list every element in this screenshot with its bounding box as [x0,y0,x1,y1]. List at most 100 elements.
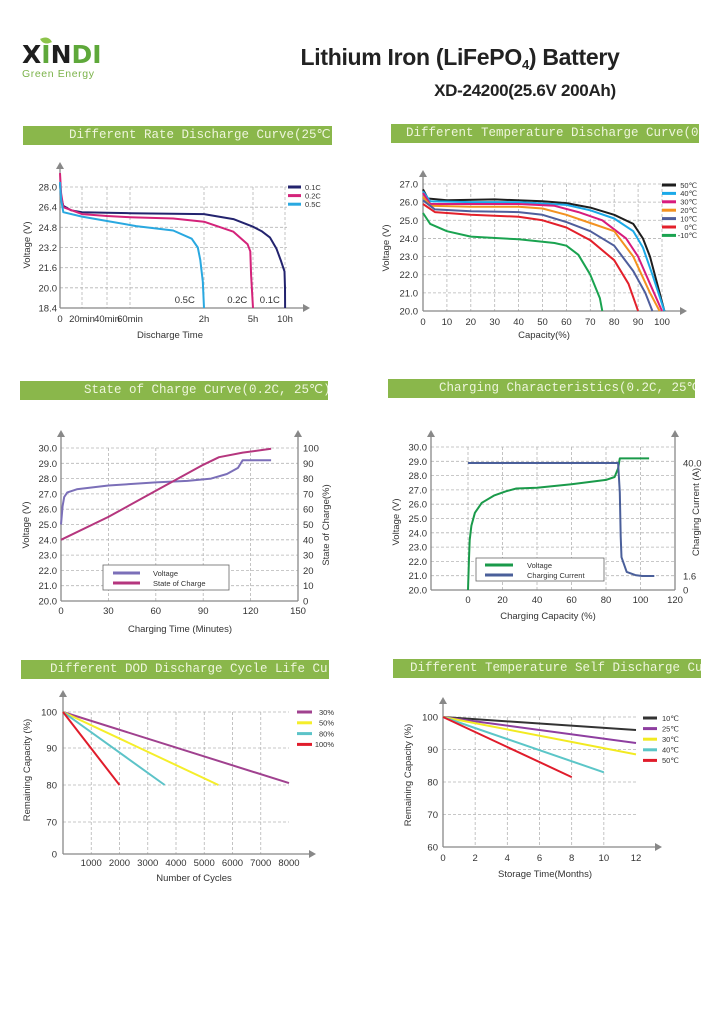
x-tick-label: 10h [277,314,293,325]
logo-tagline: Green Energy [22,68,95,80]
x-tick-label: 4000 [165,858,186,869]
y-tick-label: 25.0 [409,514,428,525]
legend: 0.1C0.2C0.5C [288,183,321,209]
y-tick-label: 28.0 [409,471,428,482]
chart-2: 0 30 60 90 120 150 20.0 21.0 22.0 23.0 24.0 25.0 26.… [21,430,332,635]
y-tick-label: 21.0 [39,581,58,592]
series-line-0.5c [59,181,205,309]
section-header-dod-cycle-life: Different DOD Discharge Cycle Life Curve [21,660,329,679]
x-tick-label: 20min [69,314,95,325]
x-tick-label: 60 [151,606,162,617]
section-header-charging-characteristics: Charging Characteristics(0.2C, 25℃) [388,379,695,398]
y2-tick-label: 80 [303,474,314,485]
x-tick-label: 2h [199,314,210,325]
y-tick-label: 24.0 [39,535,58,546]
x-tick-label: 2000 [109,858,130,869]
y-tick-label: 80 [427,778,438,789]
y-tick-label: 22.0 [400,270,419,281]
y-axis-label: Voltage (V) [381,225,392,272]
section-header-self-discharge: Different Temperature Self Discharge Cur… [393,659,701,678]
legend-label: 0.5C [305,200,321,209]
x-tick-label: 120 [667,595,683,606]
x-axis-label: Charging Capacity (%) [500,611,596,622]
y-tick-label: 20.0 [39,597,58,608]
y-tick-label: 27.0 [409,485,428,496]
y-tick-label: 26.0 [39,505,58,516]
legend-label: 80% [319,729,334,738]
x-tick-label: 0 [440,853,445,864]
y-tick-label: 22.0 [409,557,428,568]
page-title: Lithium Iron (LiFePO4) Battery [270,44,650,71]
series-line-100- [62,711,121,786]
x-tick-label: 12 [631,853,642,864]
y2-tick-label: 70 [303,489,314,500]
y-tick-label: 30.0 [39,444,58,455]
y-tick-label: 28.0 [39,183,58,194]
y2-tick-label: 60 [303,505,314,516]
x-axis-label: Charging Time (Minutes) [128,624,232,635]
y2-tick-label: 40.0 [683,459,702,470]
y-axis-label: Voltage (V) [391,499,402,546]
legend-label: 20℃ [680,206,697,215]
legend-label: 50℃ [680,181,697,190]
series-line-state-of-charge [60,447,272,541]
legend-label: 30℃ [662,735,679,744]
series-line-voltage [467,457,650,591]
x-axis-label: Number of Cycles [156,873,232,884]
legend: 50℃40℃30℃20℃10℃0℃-10℃ [662,181,698,240]
legend-label: Voltage [527,561,552,570]
y-axis-label: Remaining Capacity (%) [22,719,33,821]
y-tick-label: 20.0 [39,283,58,294]
y-tick-label: 70 [427,810,438,821]
x-tick-label: 4 [505,853,510,864]
y-tick-label: 27.0 [39,489,58,500]
series-line-30- [442,716,637,756]
y-axis-arrow-icon [57,430,65,437]
legend-label: 10℃ [680,214,697,223]
y-tick-label: 25.0 [400,216,419,227]
y-tick-label: 0 [52,850,57,861]
x-tick-label: 10 [599,853,610,864]
y2-tick-label: 30 [303,551,314,562]
y-tick-label: 80 [46,781,57,792]
y2-tick-label: 1.6 [683,572,696,583]
x-tick-label: 50 [537,317,548,328]
section-header-temperature-discharge: Different Temperature Discharge Curve(0.… [391,124,699,143]
y2-tick-label: 10 [303,581,314,592]
x-axis-arrow-icon [655,843,662,851]
series-line-30- [62,711,290,785]
y-tick-label: 18.4 [39,304,58,315]
series-line-40- [442,716,605,774]
y-tick-label: 100 [41,708,57,719]
x-tick-label: 100 [633,595,649,606]
x-tick-label: 80 [609,317,620,328]
x-tick-label: 10 [442,317,453,328]
y-tick-label: 21.0 [409,571,428,582]
x-tick-label: 20 [466,317,477,328]
title-text: Lithium Iron (LiFePO [300,44,523,70]
x-tick-label: 20 [497,595,508,606]
y2-axis-arrow-icon [671,430,679,437]
y-tick-label: 24.0 [400,234,419,245]
y-axis-arrow-icon [419,170,427,177]
x-axis-arrow-icon [303,304,310,312]
x-tick-label: 120 [243,606,259,617]
y-axis-arrow-icon [59,690,67,697]
y-tick-label: 28.0 [39,474,58,485]
y-tick-label: 22.0 [39,566,58,577]
series-line-40- [422,190,666,312]
x-tick-label: 80 [601,595,612,606]
series-line--10- [422,212,604,312]
y-tick-label: 60 [427,843,438,854]
legend-label: 0.1C [305,183,321,192]
y-tick-label: 20.0 [409,586,428,597]
y-tick-label: 90 [46,744,57,755]
xindi-logo: XINDI Green Energy [22,35,112,80]
y-tick-label: 90 [427,745,438,756]
x-tick-label: 70 [585,317,596,328]
x-tick-label: 150 [290,606,306,617]
